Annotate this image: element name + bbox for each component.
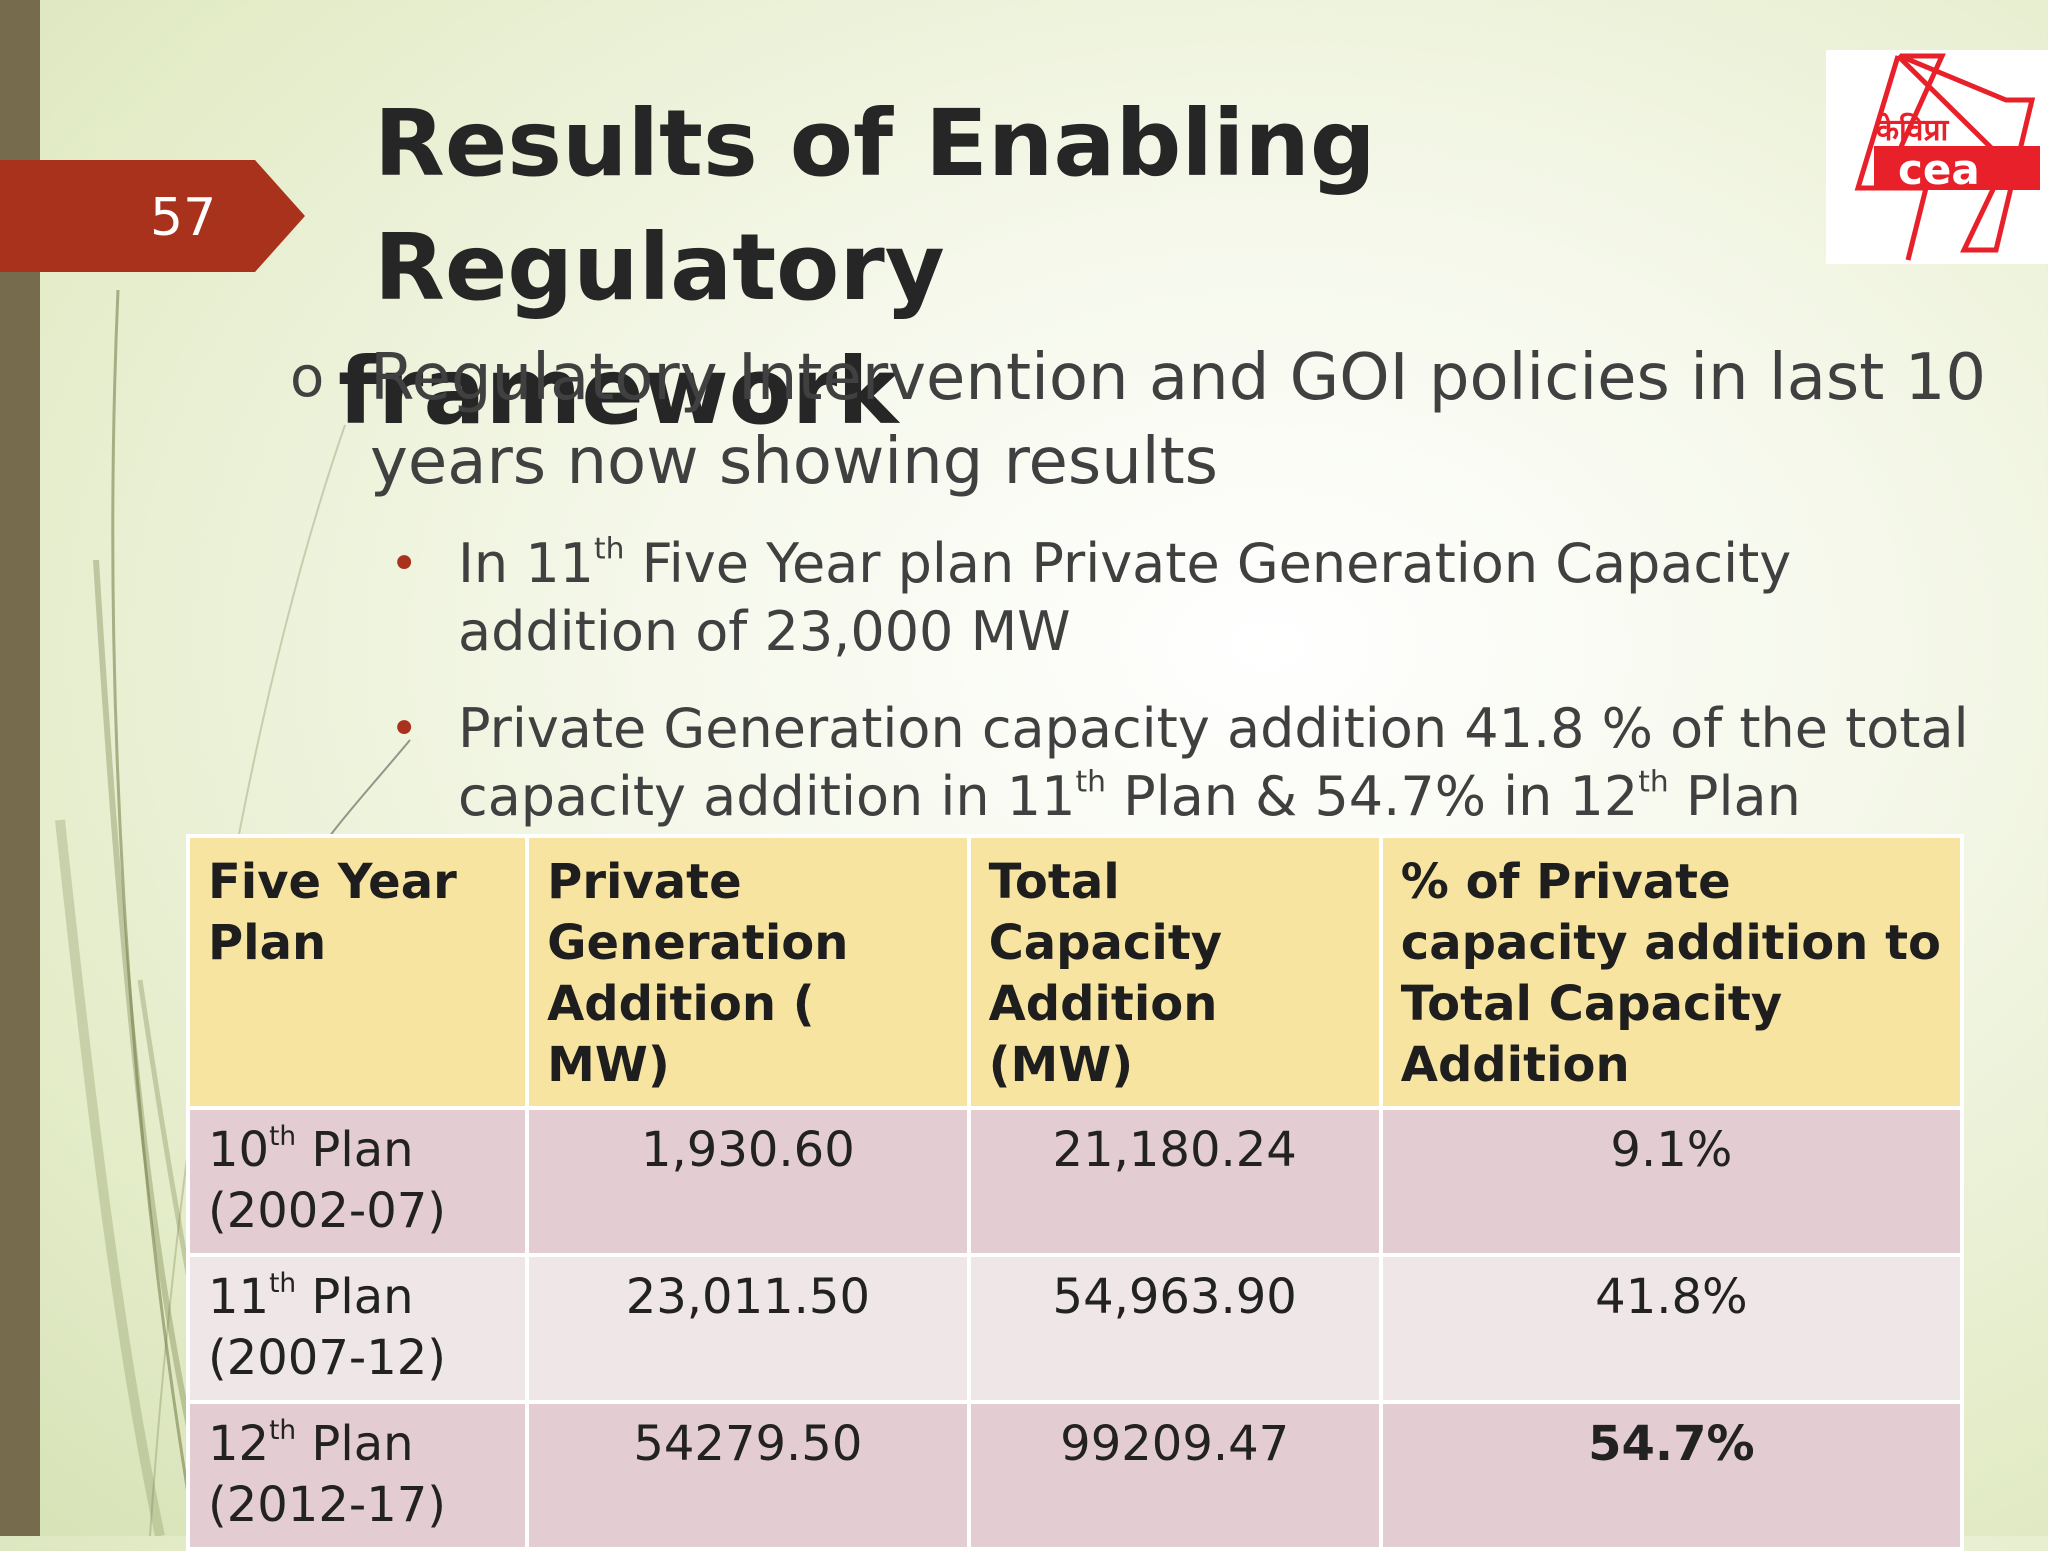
sub-bullet-2: • Private Generation capacity addition 4… <box>390 695 2010 831</box>
plan-cell: 12th Plan (2012-17) <box>185 1400 530 1551</box>
table-row: 12th Plan (2012-17) 54279.50 99209.47 54.… <box>185 1400 1965 1551</box>
cea-logo: केविप्रा cea <box>1826 50 2048 264</box>
table-row: 10th Plan (2002-07) 1,930.60 21,180.24 9.… <box>185 1106 1965 1257</box>
logo-latin-text: cea <box>1898 145 1980 194</box>
sub-bullet-2-text: Private Generation capacity addition 41.… <box>458 697 1969 828</box>
main-bullet-text: Regulatory Intervention and GOI policies… <box>370 341 1987 499</box>
bullet-dot: • <box>390 536 419 592</box>
capacity-addition-table: Five Year Plan Private Generation Additi… <box>185 834 1965 1551</box>
table-row: 11th Plan (2007-12) 23,011.50 54,963.90 4… <box>185 1253 1965 1404</box>
sub-bullet-1: • In 11th Five Year plan Private Generat… <box>390 530 2010 666</box>
header-total-capacity: Total Capacity Addition (MW) <box>966 834 1383 1110</box>
private-cell: 54279.50 <box>525 1400 971 1551</box>
percent-cell: 9.1% <box>1378 1106 1965 1257</box>
sub-bullet-1-text: In 11th Five Year plan Private Generatio… <box>458 531 1792 663</box>
cea-logo-mark: केविप्रा cea <box>1854 53 2040 261</box>
header-private-generation: Private Generation Addition ( MW) <box>525 834 971 1110</box>
plan-cell: 11th Plan (2007-12) <box>185 1253 530 1404</box>
logo-hindi-text: केविप्रा <box>1875 112 1950 148</box>
private-cell: 1,930.60 <box>525 1106 971 1257</box>
title-line-1: Results of Enabling Regulatory <box>374 90 1376 321</box>
bullet-dot: • <box>390 701 419 757</box>
slide-number-tab <box>0 160 305 272</box>
percent-cell: 54.7% <box>1378 1400 1965 1551</box>
slide-number: 57 <box>150 188 217 248</box>
plan-cell: 10th Plan (2002-07) <box>185 1106 530 1257</box>
title-line-2: framework <box>338 338 899 445</box>
slide-title: Results of Enabling Regulatory framework <box>338 82 1858 454</box>
percent-cell: 41.8% <box>1378 1253 1965 1404</box>
private-cell: 23,011.50 <box>525 1253 971 1404</box>
total-cell: 54,963.90 <box>966 1253 1383 1404</box>
hollow-bullet-marker: o <box>290 345 325 410</box>
header-five-year-plan: Five Year Plan <box>185 834 530 1110</box>
header-private-percent: % of Private capacity addition to Total … <box>1378 834 1965 1110</box>
main-bullet: o Regulatory Intervention and GOI polici… <box>290 336 1990 504</box>
total-cell: 21,180.24 <box>966 1106 1383 1257</box>
table-header-row: Five Year Plan Private Generation Additi… <box>185 834 1965 1110</box>
total-cell: 99209.47 <box>966 1400 1383 1551</box>
